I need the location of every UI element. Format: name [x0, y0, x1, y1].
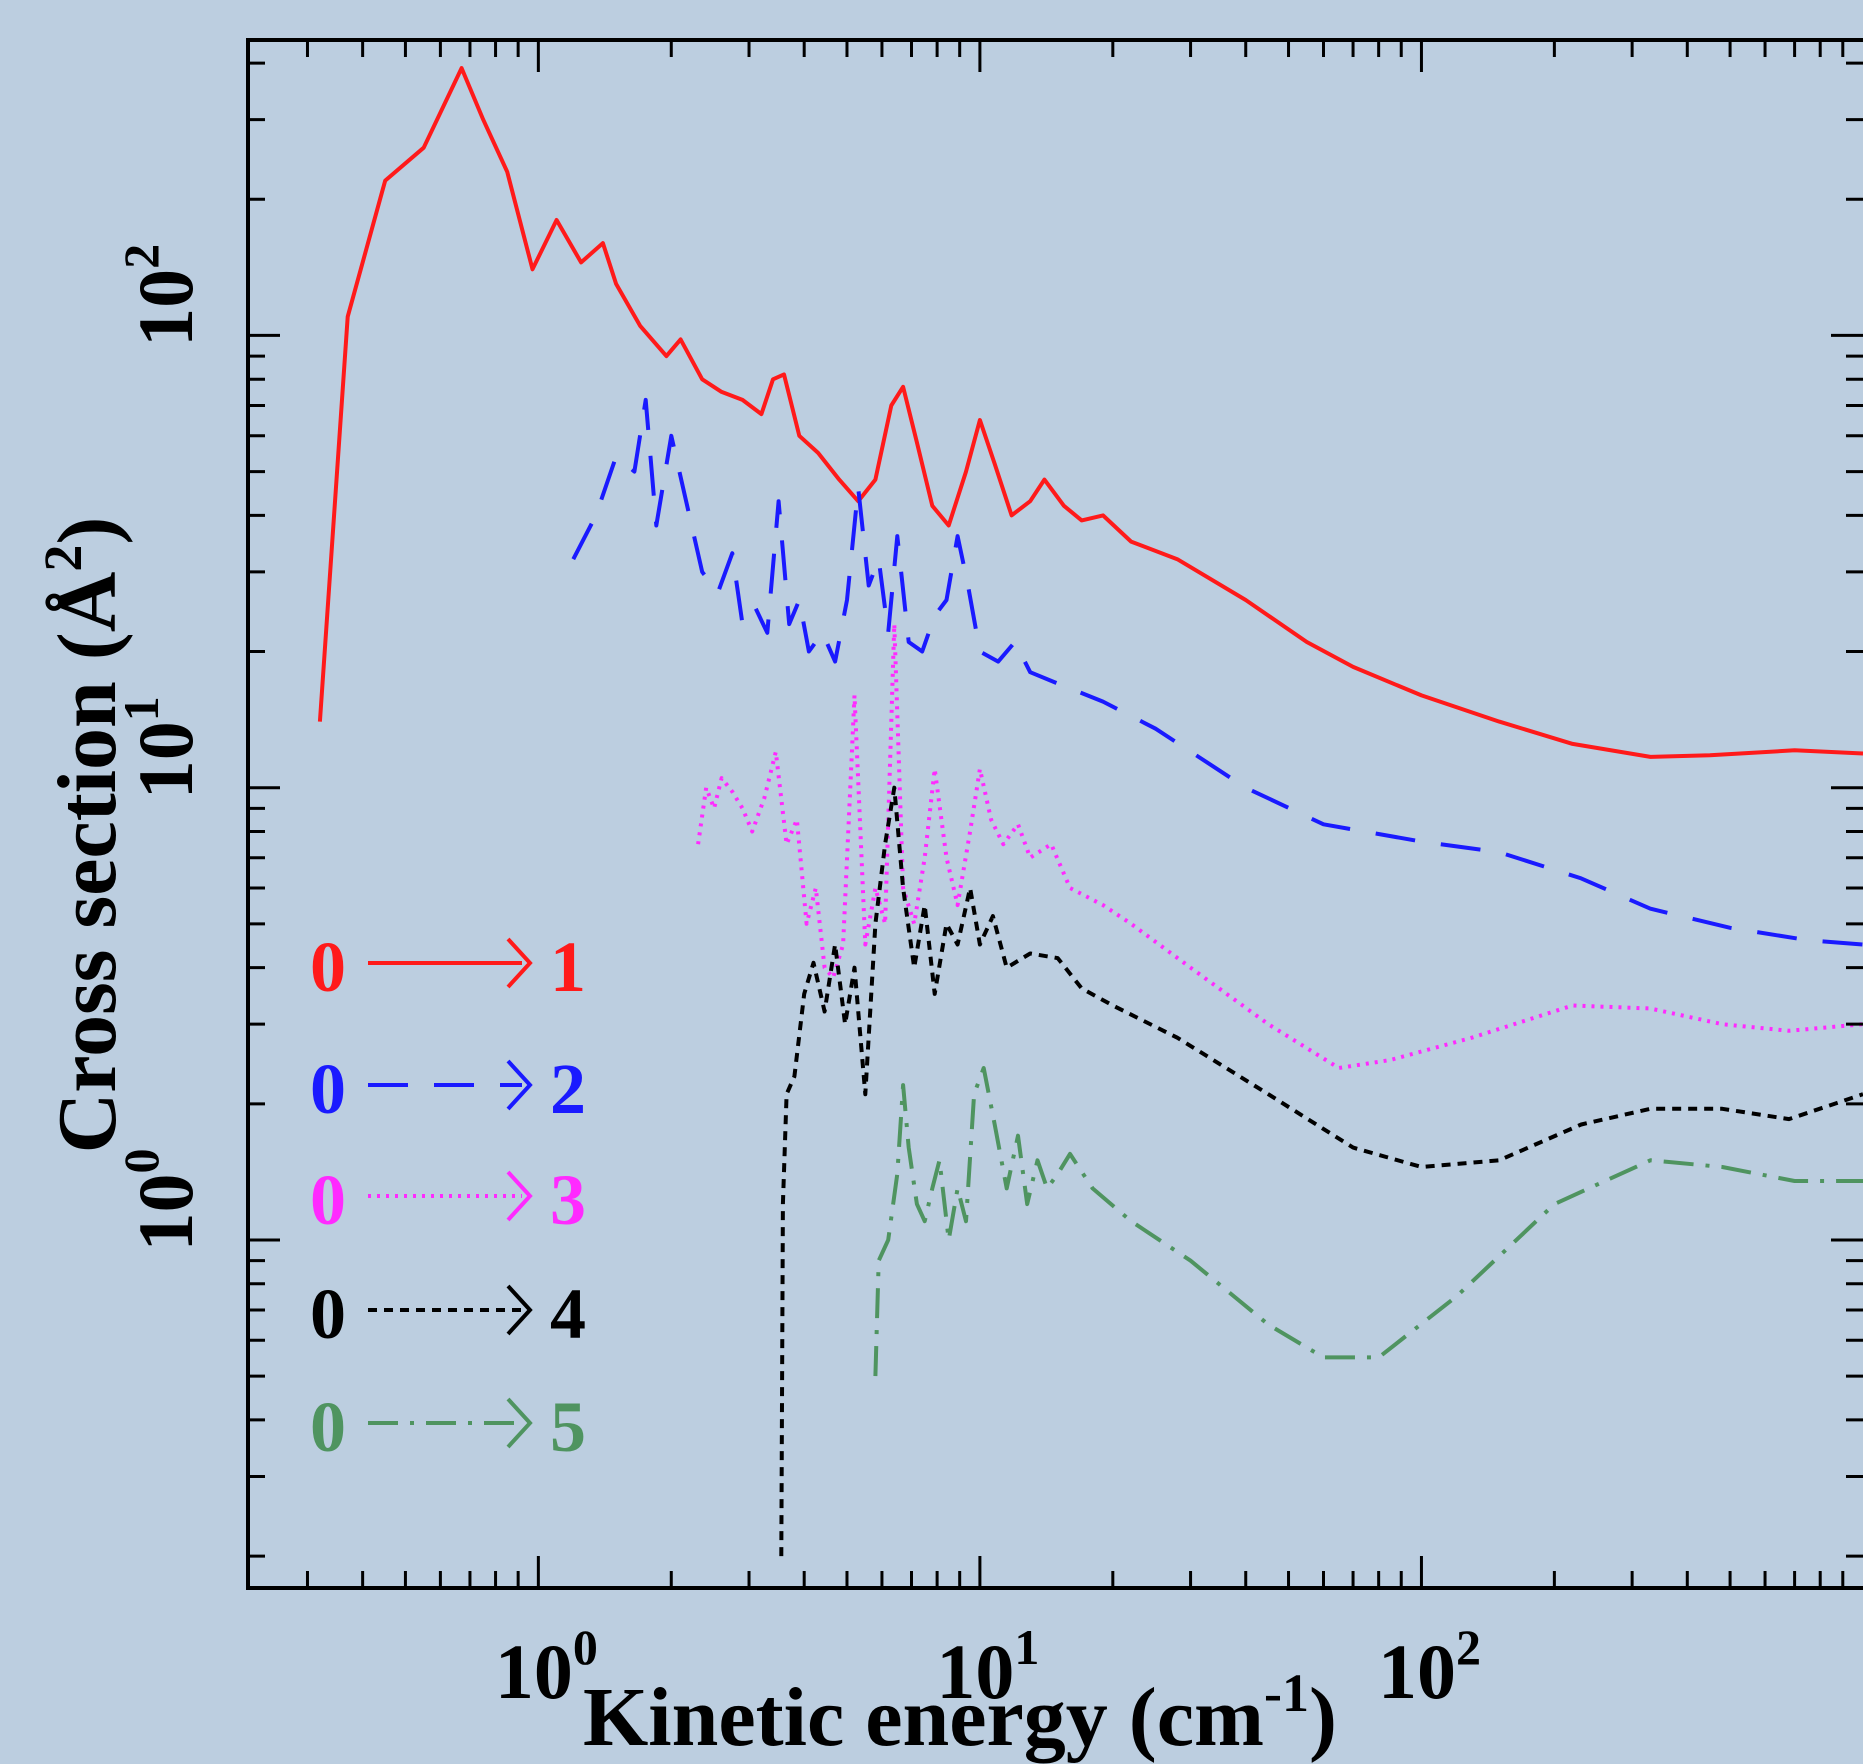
y-tick-base: 10: [122, 269, 209, 347]
legend-arrow-icon: [506, 1284, 533, 1336]
y-axis-title: Cross section (Å2): [33, 517, 134, 1154]
legend-arrow-icon: [506, 937, 533, 989]
y-tick-exp: 1: [113, 696, 169, 721]
plot-frame: [246, 38, 1863, 1590]
x-axis-title-close: ): [1309, 1671, 1337, 1764]
y-axis-title-close: ): [41, 517, 134, 545]
legend-to-label: 3: [550, 1160, 586, 1240]
x-tick-label: 102: [1378, 1619, 1481, 1715]
legend-to-label: 2: [550, 1049, 586, 1129]
legend-from-label: 0: [310, 927, 346, 1007]
ticks-layer: [248, 40, 1863, 1588]
y-axis-title-sup: 2: [33, 545, 93, 572]
series-line-2: [571, 397, 1863, 947]
x-axis-title: Kinetic energy (cm-1): [583, 1663, 1337, 1764]
x-tick-label: 101: [936, 1619, 1039, 1715]
legend-arrow-icon: [506, 1397, 533, 1449]
x-tick-base: 10: [1378, 1628, 1456, 1715]
y-tick-label: 100: [113, 1148, 209, 1251]
y-tick-exp: 0: [113, 1148, 169, 1173]
legend-to-label: 4: [550, 1274, 586, 1354]
legend-to-label: 5: [550, 1387, 586, 1467]
x-tick-base: 10: [936, 1628, 1014, 1715]
series-line-5: [873, 1066, 1863, 1377]
y-tick-base: 10: [122, 721, 209, 799]
series-line-4: [779, 785, 1863, 1557]
legend-arrow-icon: [506, 1059, 533, 1111]
x-tick-label: 100: [495, 1619, 598, 1715]
y-tick-exp: 2: [113, 244, 169, 269]
series-layer: [317, 66, 1863, 1557]
x-axis-title-sup: -1: [1264, 1663, 1309, 1723]
legend-from-label: 0: [310, 1160, 346, 1240]
legend-arrow-icon: [506, 1170, 533, 1222]
y-tick-label: 101: [113, 696, 209, 799]
x-tick-exp: 1: [1014, 1619, 1039, 1675]
x-tick-exp: 2: [1456, 1619, 1481, 1675]
legend-from-label: 0: [310, 1274, 346, 1354]
x-axis-title-main: Kinetic energy (cm: [583, 1671, 1264, 1764]
x-tick-base: 10: [495, 1628, 573, 1715]
legend: 0 10 20 30 40 5: [310, 927, 586, 1467]
y-tick-base: 10: [122, 1173, 209, 1251]
y-axis-title-main: Cross section (Å: [41, 571, 134, 1153]
y-tick-label: 102: [113, 244, 209, 347]
legend-from-label: 0: [310, 1387, 346, 1467]
legend-to-label: 1: [550, 927, 586, 1007]
legend-from-label: 0: [310, 1049, 346, 1129]
series-line-1: [317, 66, 1863, 759]
x-tick-exp: 0: [573, 1619, 598, 1675]
axes-layer: [246, 38, 1863, 1590]
